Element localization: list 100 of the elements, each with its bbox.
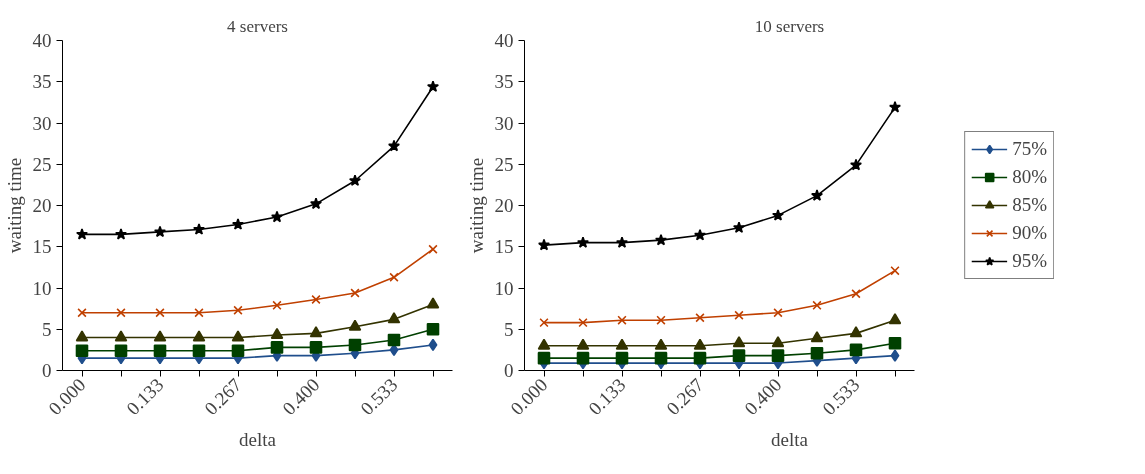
y-axis-title: waiting time	[3, 157, 25, 254]
point	[270, 210, 284, 223]
point	[311, 294, 321, 305]
point	[309, 326, 323, 338]
y-tick-label: 25	[32, 153, 52, 175]
point	[810, 346, 824, 360]
y-tick-label: 10	[494, 277, 514, 299]
y-tick-label: 30	[32, 112, 52, 134]
point	[426, 297, 440, 309]
y-tick-label: 5	[42, 318, 52, 340]
point	[617, 315, 627, 325]
point	[539, 317, 549, 328]
point	[192, 223, 206, 235]
point	[537, 238, 551, 251]
point	[192, 330, 206, 342]
point	[114, 344, 128, 357]
point	[350, 288, 360, 298]
point	[309, 341, 323, 354]
point	[849, 343, 863, 357]
point	[888, 313, 902, 325]
point	[693, 351, 707, 365]
point	[77, 308, 87, 318]
legend-label: 75%	[1012, 138, 1047, 160]
y-tick-label: 0	[42, 360, 52, 381]
legend-label: 80%	[1012, 166, 1047, 188]
point	[734, 310, 744, 320]
legend-label: 85%	[1012, 194, 1047, 216]
point	[732, 349, 746, 362]
point	[233, 305, 243, 315]
point	[75, 228, 89, 240]
point	[849, 158, 863, 171]
point	[576, 338, 590, 350]
point	[810, 189, 824, 201]
point	[270, 341, 284, 354]
point	[654, 338, 668, 350]
point	[615, 351, 629, 365]
point	[428, 338, 438, 352]
point	[348, 174, 362, 186]
x-axis-title: delta	[239, 428, 277, 450]
point	[693, 228, 707, 241]
point	[771, 336, 785, 348]
legend-label: 90%	[1012, 222, 1047, 244]
y-axis-title: waiting time	[465, 157, 487, 254]
point	[387, 312, 401, 324]
point	[309, 197, 323, 210]
chart-title: 4 servers	[227, 16, 288, 36]
point	[656, 315, 666, 325]
point	[771, 209, 785, 221]
point	[387, 333, 401, 347]
y-tick-label: 5	[504, 318, 514, 340]
point	[732, 336, 746, 348]
point	[576, 351, 590, 365]
y-tick-label: 15	[32, 236, 52, 258]
point	[426, 80, 440, 92]
y-tick-label: 25	[494, 153, 514, 175]
y-tick-label: 40	[32, 30, 52, 51]
point	[615, 338, 629, 350]
point	[771, 349, 785, 362]
point	[654, 351, 668, 365]
point	[888, 336, 902, 350]
point	[812, 300, 822, 311]
y-tick-label: 20	[32, 195, 52, 216]
point	[773, 308, 783, 318]
point	[270, 327, 284, 339]
y-tick-label: 40	[494, 30, 514, 51]
point	[654, 233, 668, 246]
point	[810, 331, 824, 343]
point	[348, 338, 362, 352]
y-tick-label: 10	[32, 277, 52, 299]
point	[849, 326, 863, 338]
point	[888, 101, 902, 113]
point	[537, 338, 551, 350]
y-tick-label: 15	[494, 236, 514, 258]
point	[192, 344, 206, 357]
point	[153, 330, 167, 342]
point	[537, 351, 551, 365]
point	[348, 319, 362, 331]
point	[578, 317, 588, 328]
y-tick-label: 30	[494, 112, 514, 134]
point	[851, 289, 861, 299]
point	[155, 308, 165, 318]
point	[732, 221, 746, 234]
point	[426, 322, 440, 336]
point	[695, 313, 705, 323]
y-tick-label: 0	[504, 360, 514, 381]
point	[153, 225, 167, 238]
point	[389, 272, 399, 282]
y-tick-label: 35	[494, 71, 514, 93]
y-tick-label: 35	[32, 71, 52, 93]
x-axis-title: delta	[771, 428, 809, 450]
point	[231, 344, 245, 357]
point	[428, 244, 438, 254]
point	[693, 338, 707, 350]
point	[75, 344, 89, 357]
chart-title: 10 servers	[754, 16, 825, 36]
point	[890, 265, 900, 276]
point	[576, 236, 590, 248]
point	[615, 236, 629, 248]
point	[231, 218, 245, 230]
point	[194, 308, 204, 318]
